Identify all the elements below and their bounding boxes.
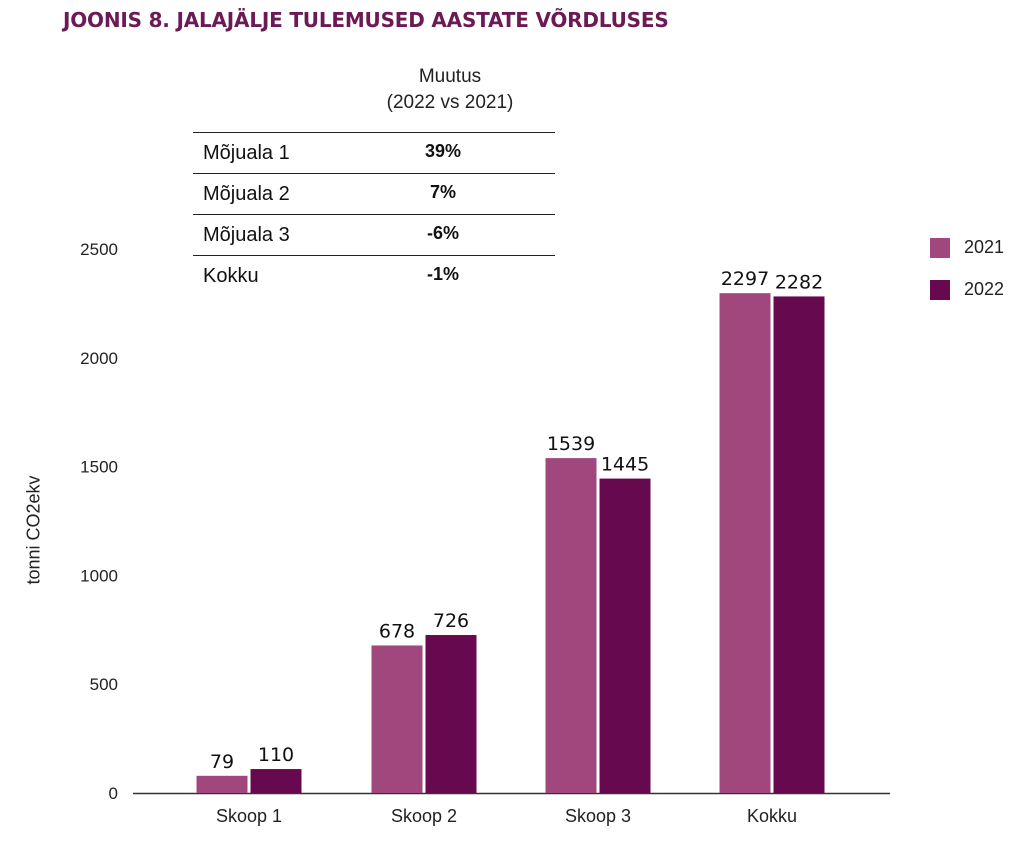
data-label: 110	[258, 744, 294, 766]
data-label: 726	[433, 610, 469, 632]
data-label: 79	[210, 751, 234, 773]
bar	[196, 775, 248, 793]
bar	[371, 645, 423, 793]
change-table-row: Mõjuala 1 39%	[193, 132, 555, 173]
data-label: 2282	[775, 271, 823, 293]
change-row-value: 7%	[429, 182, 456, 202]
x-tick-label: Skoop 1	[216, 806, 282, 826]
bar	[719, 293, 771, 793]
change-row-label: Mõjuala 3	[203, 224, 290, 246]
chart-title: JOONIS 8. JALAJÄLJE TULEMUSED AASTATE VÕ…	[63, 8, 669, 32]
y-tick-label: 2000	[80, 349, 118, 368]
change-table-row: Mõjuala 3 -6%	[193, 214, 555, 255]
y-tick-label: 1500	[80, 458, 118, 477]
y-tick-label: 500	[90, 675, 118, 694]
change-table-header-line1: Muutus	[418, 66, 482, 87]
y-tick-label: 1000	[80, 566, 118, 585]
y-tick-label: 2500	[80, 240, 118, 259]
bar	[545, 458, 597, 793]
change-row-value: -1%	[426, 264, 459, 284]
data-label: 1539	[547, 433, 595, 455]
data-label: 2297	[721, 268, 769, 290]
legend-swatch	[930, 280, 950, 300]
legend-label: 2021	[964, 237, 1005, 257]
data-label: 678	[379, 620, 415, 642]
change-table: Mõjuala 1 39% Mõjuala 2 7% Mõjuala 3 -6%…	[193, 132, 555, 296]
change-row-label: Kokku	[203, 265, 259, 287]
change-table-header-line2: (2022 vs 2021)	[386, 92, 514, 113]
change-row-value: -6%	[426, 223, 459, 243]
change-table-header: Muutus (2022 vs 2021)	[340, 64, 560, 116]
legend-label: 2022	[964, 279, 1005, 299]
bar	[773, 296, 825, 793]
x-tick-label: Skoop 3	[565, 806, 631, 826]
change-row-label: Mõjuala 1	[203, 142, 290, 164]
x-tick-label: Kokku	[747, 806, 797, 826]
change-table-row: Kokku -1%	[193, 255, 555, 296]
data-label: 1445	[601, 454, 649, 476]
change-row-value: 39%	[424, 141, 462, 161]
bar	[599, 478, 651, 793]
x-tick-label: Skoop 2	[391, 806, 457, 826]
bar	[425, 635, 477, 793]
legend-swatch	[930, 238, 950, 258]
change-row-label: Mõjuala 2	[203, 183, 290, 205]
change-table-row: Mõjuala 2 7%	[193, 173, 555, 214]
bar	[250, 769, 302, 793]
y-tick-label: 0	[109, 784, 118, 803]
